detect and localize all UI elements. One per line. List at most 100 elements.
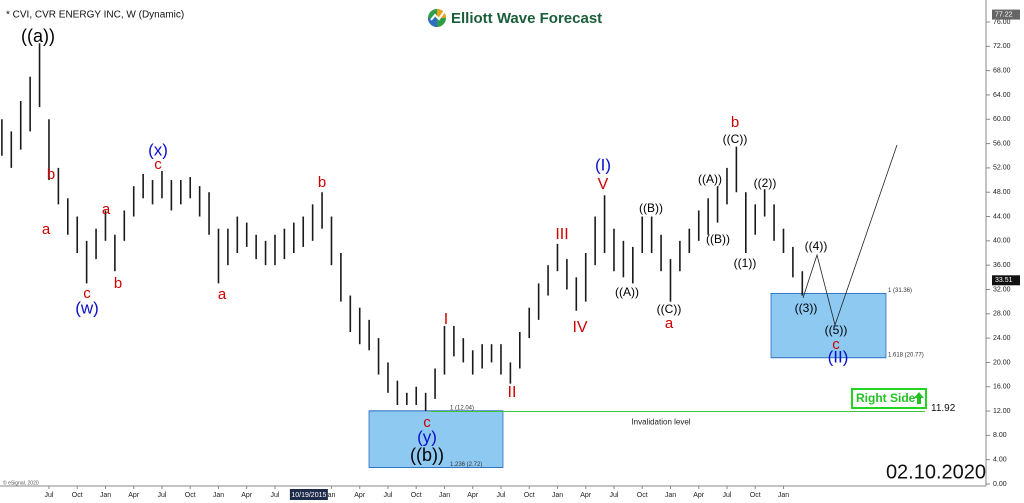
wave-label: II — [508, 384, 517, 401]
logo-text: Elliott Wave Forecast — [451, 10, 602, 27]
y-tick-label: 28.00 — [993, 311, 1011, 318]
wave-label: b — [731, 114, 739, 131]
x-tick-label: Oct — [411, 492, 422, 499]
wave-label: ((b)) — [410, 445, 444, 465]
y-tick-label: 16.00 — [993, 384, 1011, 391]
y-tick-label: 44.00 — [993, 213, 1011, 220]
cursor-date: 10/19/2015 — [291, 492, 326, 499]
fib-level-label: 1.236 (2.72) — [450, 462, 482, 468]
x-tick-label: Jul — [270, 492, 279, 499]
last-price-label: 33.51 — [995, 277, 1013, 284]
x-tick-label: Jan — [778, 492, 789, 499]
wave-label: ((3)) — [795, 301, 818, 315]
x-tick-label: Apr — [467, 492, 479, 499]
badge-frame — [851, 388, 927, 409]
wave-label: ((A)) — [615, 285, 639, 299]
wave-label: I — [444, 311, 448, 328]
wave-label: c — [83, 285, 91, 302]
y-tick-label: 4.00 — [993, 457, 1007, 464]
y-tick-label: 48.00 — [993, 189, 1011, 196]
y-tick-label: 8.00 — [993, 432, 1007, 439]
x-tick-label: Oct — [524, 492, 535, 499]
fib-level-label: 1 (12.04) — [450, 405, 474, 411]
invalidation-text: Invalidation level — [631, 418, 690, 427]
y-tick-label: 20.00 — [993, 359, 1011, 366]
x-tick-label: Jul — [610, 492, 619, 499]
x-tick-label: Oct — [72, 492, 83, 499]
invalidation-value: 11.92 — [931, 403, 956, 414]
right-side-badge: Right Side — [851, 388, 927, 409]
fib-zone — [770, 292, 887, 359]
wave-label: ((C)) — [657, 302, 682, 316]
symbol-title: * CVI, CVR ENERGY INC, W (Dynamic) — [6, 10, 184, 21]
fib-level-label: 1 (31.36) — [888, 288, 912, 294]
x-tick-label: Jan — [100, 492, 111, 499]
cursor-date-box — [289, 489, 328, 500]
x-tick-label: Jul — [723, 492, 732, 499]
wave-label: (x) — [148, 140, 168, 159]
x-tick-label: Apr — [241, 492, 253, 499]
wave-label: (I) — [595, 155, 611, 174]
wave-label: a — [218, 286, 227, 303]
last-price-box — [992, 275, 1020, 286]
x-tick-label: Jul — [157, 492, 166, 499]
y-tick-label: 60.00 — [993, 116, 1011, 123]
x-tick-label: Jan — [552, 492, 563, 499]
logo-icon-part — [437, 9, 446, 18]
x-tick-label: an — [328, 492, 336, 499]
wave-label: a — [102, 201, 111, 218]
wave-label: a — [42, 221, 51, 238]
wave-label: (w) — [75, 298, 99, 317]
wave-label: (II) — [828, 347, 849, 366]
fib-zone — [368, 410, 504, 468]
wave-label: c — [423, 414, 431, 431]
y-tick-label: 36.00 — [993, 262, 1011, 269]
y-tick-label: 24.00 — [993, 335, 1011, 342]
x-tick-label: Jan — [665, 492, 676, 499]
chart-date: 02.10.2020 — [886, 461, 986, 483]
wave-label: ((1)) — [734, 256, 757, 270]
x-tick-label: Oct — [750, 492, 761, 499]
wave-label: ((5)) — [825, 323, 848, 337]
plot-layer: 0.00 4.00 8.00 12.00 16.00 20.00 24.00 28.00 32.… — [1, 19, 1011, 500]
y-tick-label: 52.00 — [993, 165, 1011, 172]
x-tick-label: Jul — [44, 492, 53, 499]
logo: Elliott Wave Forecast — [428, 9, 602, 27]
wave-label: ((4)) — [805, 239, 828, 253]
x-tick-label: Apr — [580, 492, 592, 499]
wave-label: ((B)) — [639, 201, 663, 215]
y-tick-label: 68.00 — [993, 67, 1011, 74]
x-tick-label: Oct — [185, 492, 196, 499]
wave-label: ((A)) — [698, 172, 722, 186]
x-tick-label: Oct — [637, 492, 648, 499]
copyright: © eSignal, 2020 — [3, 479, 39, 486]
projection-path — [802, 144, 898, 327]
wave-label: V — [598, 176, 609, 193]
wave-label: ((a)) — [21, 26, 55, 46]
y-tick-label: 32.00 — [993, 286, 1011, 293]
fib-level-label: 1.618 (20.77) — [888, 352, 924, 358]
wave-label: (y) — [417, 427, 437, 446]
wave-label: IV — [572, 319, 587, 336]
wave-label: b — [114, 275, 122, 292]
y-tick-label: 40.00 — [993, 238, 1011, 245]
x-tick-label: Jan — [439, 492, 450, 499]
wave-label: c — [154, 156, 162, 173]
logo-icon-wave — [430, 11, 445, 21]
logo-icon-part — [428, 18, 437, 27]
badge-text: Right Side — [856, 391, 916, 405]
x-tick-label: Jan — [213, 492, 224, 499]
x-tick-label: Apr — [128, 492, 140, 499]
x-tick-label: Jul — [383, 492, 392, 499]
wave-label: ((B)) — [706, 232, 730, 246]
y-tick-label: 12.00 — [993, 408, 1011, 415]
wave-label: ((C)) — [723, 132, 748, 146]
wave-label: III — [555, 226, 568, 243]
x-tick-label: Jul — [496, 492, 505, 499]
top-marker-box — [992, 9, 1020, 20]
wave-label: b — [47, 166, 55, 183]
wave-label: b — [318, 174, 326, 191]
x-tick-label: Apr — [354, 492, 366, 499]
